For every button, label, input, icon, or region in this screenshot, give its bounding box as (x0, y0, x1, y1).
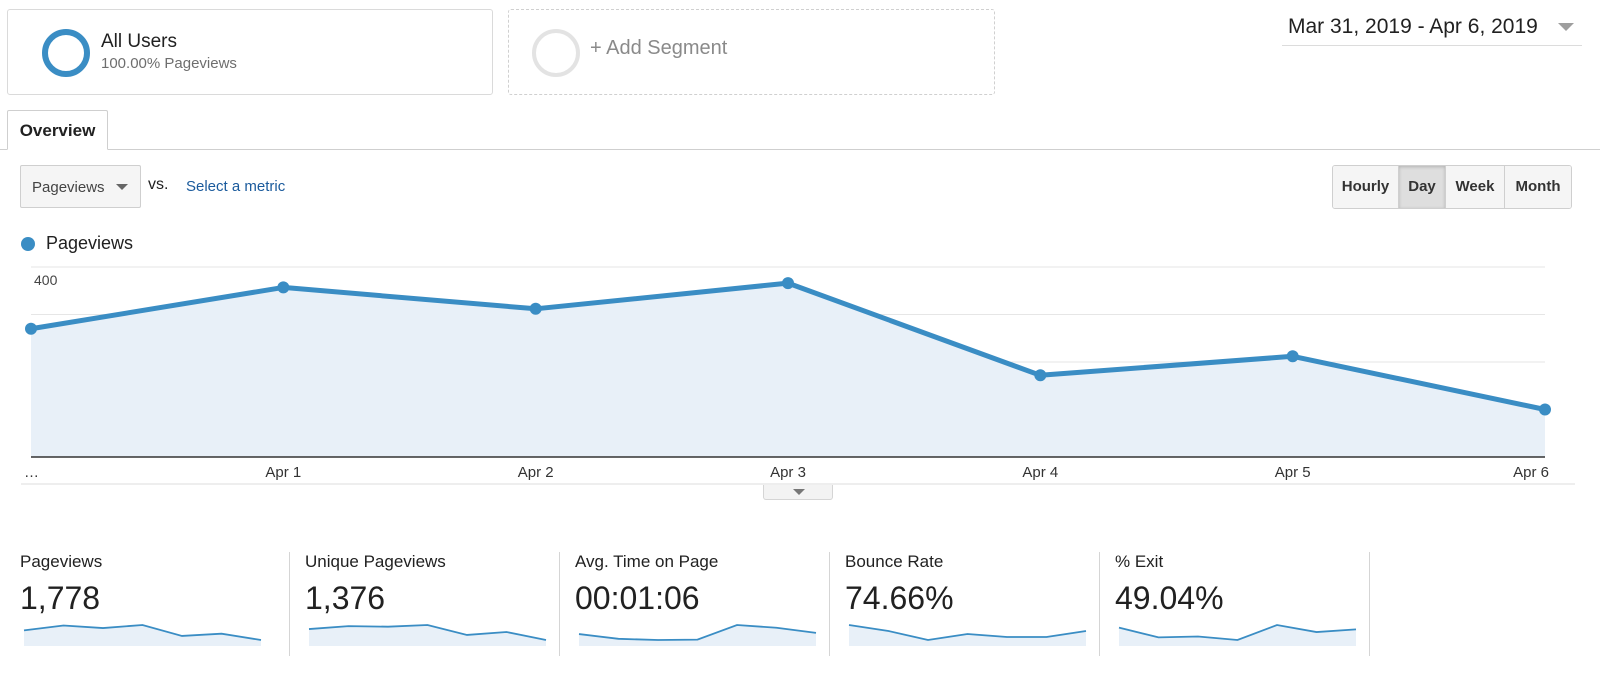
scorecard-value: 1,376 (305, 580, 386, 616)
y-tick-label: 400 (34, 272, 58, 288)
time-granularity-toggle: Hourly Day Week Month (1332, 165, 1572, 209)
metric-dropdown-label: Pageviews (32, 179, 105, 196)
scorecard-pageviews[interactable]: Pageviews 1,778 (20, 552, 290, 656)
scorecard-bounce-rate[interactable]: Bounce Rate 74.66% (830, 552, 1100, 656)
vs-label: vs. (148, 176, 169, 193)
data-point (1539, 403, 1551, 416)
month-button[interactable]: Month (1505, 166, 1571, 208)
sparkline (848, 624, 1087, 646)
data-point (25, 322, 37, 335)
date-range-text: Mar 31, 2019 - Apr 6, 2019 (1288, 15, 1538, 38)
scorecard-avg-time-on-page[interactable]: Avg. Time on Page 00:01:06 (560, 552, 830, 656)
metric-dropdown[interactable]: Pageviews (20, 165, 141, 208)
data-point (782, 277, 794, 290)
sparkline-line (578, 624, 817, 641)
tab-overview[interactable]: Overview (7, 110, 108, 150)
hourly-button[interactable]: Hourly (1333, 166, 1399, 208)
chevron-down-icon (1558, 23, 1574, 31)
sparkline (308, 624, 547, 646)
sparkline-line (308, 624, 547, 641)
data-point (277, 281, 290, 294)
sparkline-area (1119, 625, 1356, 646)
segment-subtitle: 100.00% Pageviews (101, 55, 237, 72)
sparkline-area (309, 625, 546, 646)
scorecard-exit-rate[interactable]: % Exit 49.04% (1100, 552, 1370, 656)
scorecard-label: % Exit (1115, 552, 1164, 571)
segment-all-users[interactable]: All Users 100.00% Pageviews (7, 9, 493, 95)
week-button[interactable]: Week (1446, 166, 1505, 208)
scorecard-value: 1,778 (20, 580, 101, 616)
sparkline-area (849, 625, 1086, 646)
day-button[interactable]: Day (1399, 166, 1446, 208)
select-metric-link[interactable]: Select a metric (186, 178, 286, 195)
date-range-picker[interactable]: Mar 31, 2019 - Apr 6, 2019 (1282, 10, 1582, 46)
chart-collapse-toggle[interactable] (763, 485, 833, 500)
sparkline (23, 624, 262, 646)
sparkline (1118, 624, 1357, 646)
sparkline-line (848, 624, 1087, 641)
x-tick-label: Apr 2 (518, 464, 554, 481)
sparkline-line (1118, 624, 1357, 641)
scorecard-value: 00:01:06 (575, 580, 700, 616)
scorecard-value: 49.04% (1115, 580, 1224, 616)
x-tick-label: Apr 5 (1275, 464, 1311, 481)
x-tick-label: Apr 4 (1022, 464, 1058, 481)
chevron-down-icon (116, 184, 128, 190)
x-tick-label: Apr 3 (770, 464, 806, 481)
legend-label: Pageviews (46, 233, 134, 253)
segment-ring-icon (42, 29, 90, 77)
add-segment-button[interactable]: + Add Segment (508, 9, 995, 95)
add-segment-label: + Add Segment (590, 37, 728, 59)
legend-dot-icon (21, 237, 35, 251)
scorecard-label: Unique Pageviews (305, 552, 446, 571)
segment-title: All Users (101, 31, 178, 52)
sparkline-area (579, 625, 816, 646)
scorecard-label: Bounce Rate (845, 552, 944, 571)
scorecards: Pageviews 1,778 Unique Pageviews 1,376 A… (20, 552, 1370, 656)
data-point (1034, 369, 1047, 382)
chevron-down-icon (793, 489, 805, 495)
scorecard-unique-pageviews[interactable]: Unique Pageviews 1,376 (290, 552, 560, 656)
data-point (1286, 350, 1299, 363)
empty-segment-ring-icon (532, 29, 580, 77)
tab-divider (0, 149, 1600, 150)
sparkline-line (23, 624, 262, 641)
scorecard-label: Avg. Time on Page (575, 552, 719, 571)
x-tick-label: Apr 1 (265, 464, 301, 481)
x-tick-label: … (24, 464, 39, 481)
scorecard-value: 74.66% (845, 580, 954, 616)
series-area (31, 283, 1545, 457)
x-tick-label: Apr 6 (1513, 464, 1549, 481)
sparkline-area (24, 625, 261, 646)
scorecard-label: Pageviews (20, 552, 103, 571)
data-point (529, 302, 542, 315)
sparkline (578, 624, 817, 646)
